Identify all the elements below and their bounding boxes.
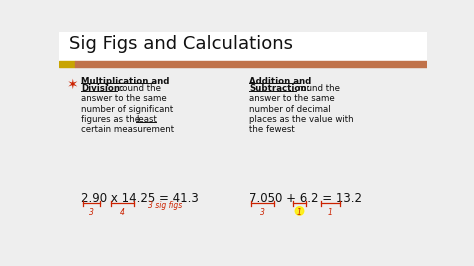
Text: 3: 3 — [260, 208, 265, 217]
Text: certain measurement: certain measurement — [81, 126, 174, 135]
Text: 4: 4 — [120, 208, 125, 217]
Text: number of significant: number of significant — [81, 105, 173, 114]
Bar — [59, 67, 427, 237]
Text: answer to the same: answer to the same — [249, 94, 335, 103]
Text: 7.050 + 6.2 = 13.2: 7.050 + 6.2 = 13.2 — [249, 192, 362, 205]
Text: 2.90 x 14.25 = 41.3: 2.90 x 14.25 = 41.3 — [81, 192, 199, 205]
Text: figures as the: figures as the — [81, 115, 143, 124]
Text: Addition and: Addition and — [249, 77, 311, 86]
Text: 1: 1 — [328, 208, 333, 217]
Text: the fewest: the fewest — [249, 126, 295, 135]
Text: 3 sig figs: 3 sig figs — [148, 201, 182, 210]
Text: answer to the same: answer to the same — [81, 94, 167, 103]
Text: Sig Figs and Calculations: Sig Figs and Calculations — [69, 35, 292, 53]
Circle shape — [295, 207, 304, 215]
Bar — [59, 61, 75, 67]
Bar — [75, 61, 427, 67]
Text: ✶: ✶ — [67, 78, 79, 92]
Text: 1: 1 — [297, 208, 302, 217]
Text: Multiplication and: Multiplication and — [81, 77, 169, 86]
Text: round the: round the — [298, 84, 340, 93]
Text: places as the value with: places as the value with — [249, 115, 354, 124]
Text: Division:: Division: — [81, 84, 123, 93]
Bar — [59, 32, 427, 61]
Text: number of decimal: number of decimal — [249, 105, 331, 114]
Text: least: least — [136, 115, 157, 124]
Text: round the: round the — [119, 84, 161, 93]
Text: 3: 3 — [89, 208, 93, 217]
Text: Subtraction:: Subtraction: — [249, 84, 310, 93]
